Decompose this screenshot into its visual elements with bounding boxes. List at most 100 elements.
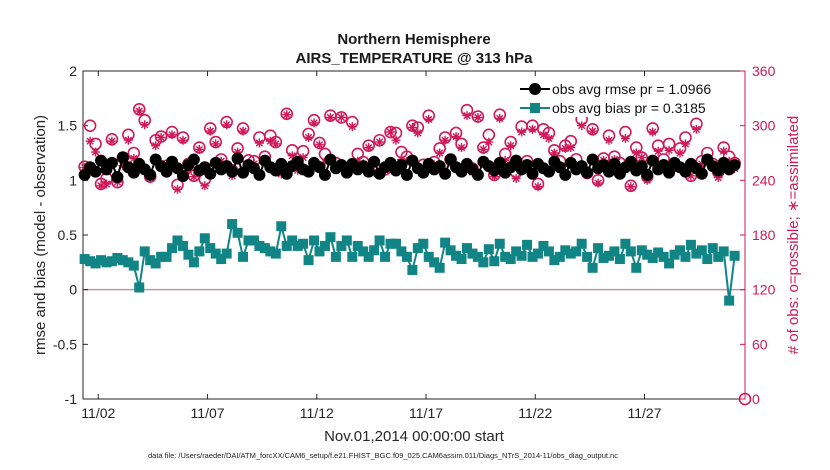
bias-point	[724, 295, 735, 306]
y-tick-label: 0.5	[58, 227, 78, 243]
possible-obs-marker	[384, 125, 397, 139]
bias-point	[669, 249, 680, 260]
rmse-point	[231, 152, 244, 165]
bias-point	[609, 246, 620, 257]
y-axis-label: rmse and bias (model - observation)	[32, 115, 49, 355]
bias-point	[210, 248, 221, 259]
bias-point	[456, 254, 467, 265]
bias-point	[483, 244, 494, 255]
assimilated-obs-marker	[435, 148, 445, 158]
rmse-point	[439, 167, 452, 180]
bias-point	[123, 257, 134, 268]
rmse-point	[728, 159, 741, 172]
assimilated-obs-marker	[648, 127, 658, 137]
bias-point	[554, 251, 565, 262]
rmse-point	[395, 159, 408, 172]
bias-point	[172, 235, 183, 246]
bias-point	[494, 238, 505, 249]
bias-point	[543, 246, 554, 257]
rmse-point	[559, 168, 572, 181]
rmse-point	[635, 160, 648, 173]
bias-point	[696, 245, 707, 256]
assimilated-obs-marker	[85, 136, 95, 146]
bias-point	[647, 252, 658, 263]
possible-obs-marker	[154, 130, 168, 143]
assimilated-obs-marker	[440, 135, 450, 145]
legend-box	[518, 79, 744, 117]
y-right-tick-label: 300	[752, 118, 776, 134]
bias-point	[96, 255, 107, 266]
bias-point	[128, 260, 139, 271]
bias-point	[205, 243, 216, 254]
x-tick-label: 11/12	[300, 405, 334, 421]
assimilated-obs-marker	[719, 146, 729, 156]
bias-point	[254, 240, 265, 251]
rmse-point	[340, 166, 353, 179]
bias-point	[429, 257, 440, 268]
rmse-point	[417, 166, 430, 179]
bias-point	[330, 251, 341, 262]
assimilated-obs-marker	[189, 172, 199, 182]
bias-point	[658, 251, 669, 262]
y-right-tick-label: 60	[752, 336, 768, 352]
assimilated-obs-marker	[424, 114, 434, 124]
bias-point	[423, 251, 434, 262]
y-right-tick-label: 120	[752, 282, 776, 298]
rmse-point	[526, 167, 539, 180]
assimilated-obs-marker	[347, 122, 357, 132]
bias-point	[636, 245, 647, 256]
rmse-point	[521, 159, 534, 172]
bias-point	[314, 246, 325, 257]
rmse-point	[493, 156, 506, 169]
assimilated-obs-marker	[309, 118, 319, 128]
assimilated-obs-marker	[604, 135, 614, 145]
bias-point	[401, 251, 412, 262]
rmse-point	[646, 154, 659, 167]
legend-rmse-label: obs avg rmse pr = 1.0966	[552, 81, 711, 97]
y-tick-label: -0.5	[53, 336, 77, 352]
rmse-point	[586, 153, 599, 166]
rmse-point	[368, 155, 381, 168]
legend: obs avg rmse pr = 1.0966 obs avg bias pr…	[518, 79, 744, 117]
bias-point	[292, 240, 303, 251]
bias-point	[238, 251, 249, 262]
rmse-point	[111, 171, 124, 184]
bias-point	[319, 240, 330, 251]
assimilated-obs-marker	[287, 151, 297, 161]
rmse-point	[624, 155, 637, 168]
bias-point	[298, 238, 309, 249]
assimilated-obs-marker	[413, 128, 423, 138]
assimilated-obs-marker	[691, 124, 701, 134]
bias-point	[603, 250, 614, 261]
y-tick-label: 0	[69, 282, 77, 298]
x-tick-label: 11/22	[518, 405, 552, 421]
rmse-point	[318, 168, 331, 181]
bias-point	[199, 233, 210, 244]
bias-point	[620, 238, 631, 249]
rmse-point	[608, 157, 621, 170]
assimilated-obs-marker	[713, 173, 723, 183]
bias-point	[680, 251, 691, 262]
bias-point	[385, 238, 396, 249]
rmse-point	[641, 168, 654, 181]
bias-point	[691, 248, 702, 259]
assimilated-obs-marker	[364, 143, 374, 152]
assimilated-obs-marker	[353, 156, 363, 166]
assimilated-obs-marker	[506, 141, 516, 151]
bias-point	[106, 256, 117, 267]
chart-subtitle: AIRS_TEMPERATURE @ 313 hPa	[296, 50, 534, 67]
assimilated-obs-marker	[593, 178, 603, 188]
y-tick-label: 1	[69, 172, 77, 188]
bias-point	[101, 257, 112, 268]
y-axis-right-label: # of obs: o=possible; ∗=assimilated	[785, 116, 802, 355]
bias-point	[571, 246, 582, 257]
bias-point	[582, 251, 593, 262]
bias-point	[139, 246, 150, 257]
assimilated-obs-marker	[200, 181, 210, 191]
rmse-point	[226, 165, 239, 178]
bias-point	[270, 248, 281, 259]
bias-point	[407, 264, 418, 275]
assimilated-obs-marker	[686, 171, 696, 181]
bias-point	[505, 254, 516, 265]
